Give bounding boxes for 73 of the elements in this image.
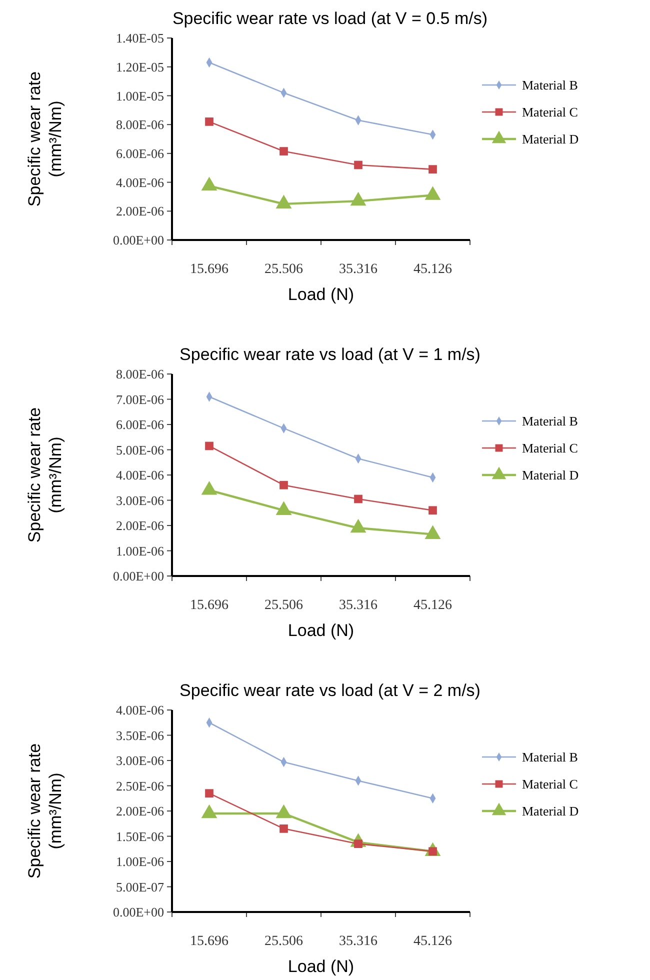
y-tick-label: 6.00E-06 <box>116 417 164 432</box>
y-tick-label: 4.00E-06 <box>116 468 164 483</box>
chart-title: Specific wear rate vs load (at V = 0.5 m/s) <box>172 9 488 28</box>
y-tick-label: 1.50E-06 <box>116 828 164 844</box>
point <box>354 494 362 504</box>
point <box>276 194 292 209</box>
y-axis-title: Specific wear rate (mm³/Nm) <box>25 407 65 543</box>
point <box>276 501 292 515</box>
legend-label: Material C <box>522 104 578 120</box>
y-tick-label: 6.00E-06 <box>116 146 164 161</box>
y-axis-title: Specific wear rate (mm³/Nm) <box>25 71 65 207</box>
chart-title: Specific wear rate vs load (at V = 2 m/s) <box>180 681 480 700</box>
y-tick-label: 1.40E-05 <box>116 30 164 46</box>
x-tick-label: 35.316 <box>339 934 378 949</box>
y-tick-label: 0.00E+00 <box>112 904 164 920</box>
point <box>280 147 288 156</box>
y-tick-label: 2.00E-06 <box>116 804 164 819</box>
y-tick-label: 8.00E-06 <box>116 366 164 382</box>
legend-label: Material D <box>522 468 579 483</box>
x-tick-label: 15.696 <box>190 262 228 277</box>
point <box>205 442 214 450</box>
y-tick-label: 5.00E-06 <box>116 442 164 458</box>
point <box>350 518 366 533</box>
y-tick-label: 1.00E-06 <box>116 543 164 558</box>
legend-label: Material B <box>522 78 578 93</box>
y-tick-label: 4.00E-06 <box>116 702 164 718</box>
y-tick-label: 7.00E-06 <box>116 392 164 407</box>
legend-label: Material C <box>522 776 578 792</box>
y-tick-label: 3.00E-06 <box>116 753 164 768</box>
point <box>424 525 441 539</box>
y-axis-title: Specific wear rate (mm³/Nm) <box>25 743 65 879</box>
legend-label: Material B <box>522 414 578 429</box>
point <box>201 176 218 190</box>
y-tick-label: 5.00E-07 <box>116 879 164 894</box>
point <box>428 165 437 174</box>
x-tick-label: 35.316 <box>339 598 378 613</box>
legend-label: Material B <box>522 750 578 765</box>
legend-label: Material C <box>522 440 578 456</box>
point <box>354 160 362 170</box>
x-tick-label: 25.506 <box>264 934 303 949</box>
point <box>280 824 288 833</box>
y-tick-label: 2.50E-06 <box>116 778 164 794</box>
point <box>424 186 441 200</box>
point <box>350 192 366 206</box>
x-axis-title: Load (N) <box>288 621 354 640</box>
y-tick-label: 1.00E-06 <box>116 854 164 870</box>
y-tick-label: 2.00E-06 <box>116 204 164 219</box>
x-tick-label: 15.696 <box>190 934 228 949</box>
y-tick-label: 3.50E-06 <box>116 728 164 743</box>
y-tick-label: 3.00E-06 <box>116 492 164 508</box>
legend-label: Material D <box>522 804 579 819</box>
x-tick-label: 15.696 <box>190 598 228 613</box>
y-tick-label: 4.00E-06 <box>116 174 164 190</box>
y-tick-label: 1.20E-05 <box>116 59 164 74</box>
x-tick-label: 45.126 <box>414 598 452 613</box>
x-axis-title: Load (N) <box>288 285 354 304</box>
point <box>201 480 218 495</box>
x-tick-label: 45.126 <box>414 262 452 277</box>
y-tick-label: 1.00E-05 <box>116 88 164 104</box>
chart-title: Specific wear rate vs load (at V = 1 m/s) <box>180 345 480 364</box>
y-tick-label: 0.00E+00 <box>112 568 164 584</box>
y-tick-label: 8.00E-06 <box>116 117 164 132</box>
x-tick-label: 25.506 <box>264 598 303 613</box>
point <box>280 480 288 490</box>
x-axis-title: Load (N) <box>288 957 354 976</box>
y-tick-label: 0.00E+00 <box>112 232 164 248</box>
point <box>205 789 214 798</box>
legend-label: Material D <box>522 132 579 147</box>
y-tick-label: 2.00E-06 <box>116 518 164 534</box>
x-tick-label: 35.316 <box>339 262 378 277</box>
x-tick-label: 25.506 <box>264 262 303 277</box>
point <box>205 118 214 126</box>
x-tick-label: 45.126 <box>414 934 452 949</box>
